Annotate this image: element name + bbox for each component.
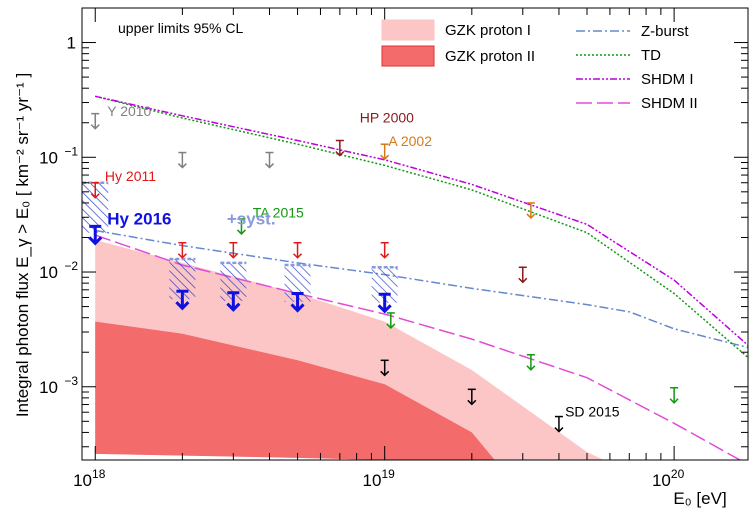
limit-hy-2016-3 (290, 291, 305, 313)
limit-sd-2015-1 (467, 388, 477, 406)
y-tick-label: 10 (39, 263, 58, 282)
limit-hy-2016-2 (226, 291, 241, 312)
series-td (95, 95, 748, 359)
series-shdm-ii (94, 234, 742, 460)
limit-hy-2016-1 (175, 289, 190, 311)
limit-head (175, 301, 190, 311)
y-tick-label: 10 (39, 378, 58, 397)
limit-head (526, 365, 536, 371)
series-z-burst (95, 229, 748, 349)
x-tick-label: 1019 (363, 467, 396, 490)
limit-ta-2015-1 (386, 312, 396, 329)
limit-head (554, 427, 564, 433)
plot-frame (81, 7, 749, 461)
limit-hy-2011-4 (380, 241, 390, 259)
limit-head (526, 213, 536, 220)
limit-head (177, 253, 187, 259)
legend-label-shdm-i: SHDM I (641, 71, 694, 88)
limit-head (90, 193, 100, 199)
limit-head (177, 163, 187, 169)
legend-label-td: TD (641, 47, 661, 64)
limit-ta-2015-2 (526, 354, 536, 371)
series-shdm-i (95, 95, 748, 346)
y-tick-exp: −2 (64, 259, 78, 273)
limit-a-2002-1 (526, 202, 536, 220)
label-sd-2015: SD 2015 (565, 404, 620, 420)
limit-head (467, 399, 477, 406)
limit-hy-2011-2 (228, 241, 238, 259)
label-y-2010: Y 2010 (107, 103, 151, 119)
limit-head (386, 323, 396, 329)
limit-head (90, 124, 100, 130)
lines-layer (94, 95, 748, 460)
label-syst: +syst. (227, 209, 276, 228)
x-axis-label: E₀ [eV] (673, 489, 726, 508)
y-tick-label: 10 (39, 148, 58, 167)
limit-sd-2015-0 (380, 359, 390, 377)
y-tick-exp: −3 (64, 374, 78, 388)
legend-label-shdm-ii: SHDM II (641, 95, 698, 112)
limit-hy-2011-0 (90, 181, 100, 199)
y-axis-label: Integral photon flux E_γ > E₀ [ km⁻² sr⁻… (13, 73, 32, 417)
annotation: upper limits 95% CL (118, 20, 243, 36)
limit-hp-2000-0 (335, 139, 345, 157)
limit-hy-2016-0 (88, 224, 103, 246)
limit-ta-2015-0 (236, 218, 246, 236)
label-hy-2016: Hy 2016 (107, 209, 171, 228)
x-tick-exp: 18 (92, 467, 106, 481)
limit-head (293, 253, 303, 259)
x-tick-exp: 20 (671, 467, 685, 481)
limit-sd-2015-2 (554, 415, 564, 433)
limit-head (228, 253, 238, 259)
labels-layer: Y 2010 Hy 2011 HP 2000 A 2002 TA 2015 SD 2015… (105, 103, 620, 420)
limit-head (669, 398, 679, 404)
limit-ta-2015-3 (669, 387, 679, 404)
legend-label-z-burst: Z-burst (641, 23, 689, 40)
limit-y-2010-1 (177, 151, 187, 169)
x-tick-label: 1020 (652, 467, 685, 490)
limit-y-2010-0 (90, 112, 100, 130)
limit-hp-2000-1 (518, 266, 528, 284)
y-tick-exp: −1 (64, 144, 78, 158)
limit-head (226, 302, 241, 312)
label-ta-2015: TA 2015 (253, 204, 304, 220)
limit-hy-2011-3 (293, 241, 303, 259)
x-tick-label: 1018 (73, 467, 106, 490)
y-tick-label: 1 (67, 34, 76, 53)
limit-hy-2016-4 (377, 292, 392, 314)
x-tick-exp: 19 (381, 467, 395, 481)
limit-head (380, 370, 390, 377)
limit-a-2002-0 (380, 143, 390, 161)
limit-head (377, 304, 392, 314)
limit-head (88, 236, 103, 246)
band-gzk-proton-ii (95, 321, 495, 460)
limit-head (264, 163, 275, 169)
legend-label-gzk-proton-i: GZK proton I (445, 22, 531, 39)
legend-swatch-gzk-proton-ii (381, 45, 435, 67)
label-hy-2011: Hy 2011 (105, 168, 156, 184)
limits-layer (88, 112, 679, 433)
legend-label-gzk-proton-ii: GZK proton II (445, 48, 535, 65)
legend: GZK proton I GZK proton II Z-burst TD SHDM I… (381, 19, 698, 112)
limit-head (380, 253, 390, 259)
label-a-2002: A 2002 (388, 133, 432, 149)
limit-head (290, 303, 305, 313)
limit-hy-2011-1 (177, 241, 187, 259)
limit-y-2010-2 (264, 151, 275, 169)
label-hp-2000: HP 2000 (360, 110, 414, 126)
limit-head (335, 150, 345, 157)
limit-head (518, 277, 528, 284)
limit-head (380, 154, 390, 161)
legend-swatch-gzk-proton-i (381, 19, 435, 41)
limit-head (236, 229, 246, 236)
